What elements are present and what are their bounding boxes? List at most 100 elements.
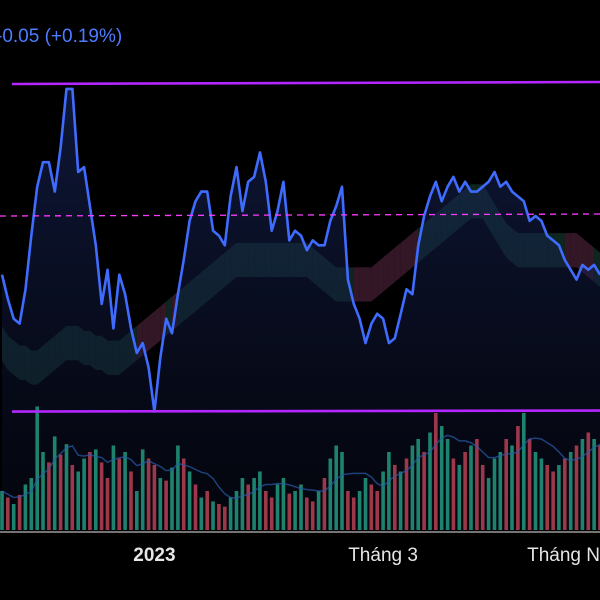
cloud-segment (377, 257, 384, 297)
volume-bar (164, 480, 168, 530)
volume-bar (328, 458, 333, 530)
volume-bar (52, 436, 57, 530)
volume-bar (170, 467, 174, 530)
volume-bar (146, 458, 151, 530)
volume-bar (17, 494, 22, 530)
volume-bar (510, 445, 514, 530)
volume-bar (287, 493, 292, 530)
volume-bar (475, 439, 479, 530)
volume-bar (70, 465, 75, 530)
volume-bar (23, 484, 28, 530)
volume-bar (375, 491, 379, 530)
price-line (0, 87, 600, 413)
volume-bar (522, 413, 526, 530)
volume-bar (269, 497, 274, 530)
volume-bar (199, 497, 204, 530)
volume-bar (486, 478, 491, 530)
volume-bar (457, 465, 462, 530)
volume-bar (574, 445, 579, 530)
volume-bars (0, 406, 600, 530)
x-tick-label: Tháng N (527, 545, 600, 566)
cloud-segment (148, 311, 155, 351)
volume-bar (258, 471, 262, 530)
cloud-segment (353, 267, 360, 302)
cloud-segment (383, 252, 389, 292)
volume-bar (568, 452, 573, 530)
volume-bar (363, 478, 368, 530)
volume-bar (187, 471, 192, 530)
volume-bar (176, 445, 180, 530)
volume-bar (129, 471, 133, 530)
volume-bar (105, 478, 110, 530)
volume-bar (586, 432, 591, 530)
volume-bar (516, 426, 520, 530)
volume-bar (322, 478, 327, 530)
volume-bar (416, 439, 420, 530)
volume-bar (64, 444, 69, 530)
volume-bar (527, 439, 532, 530)
volume-bar (451, 458, 456, 530)
volume-bar (480, 465, 485, 530)
volume-bar (305, 497, 309, 530)
channel-lines (0, 80, 600, 413)
volume-bar (463, 452, 467, 530)
volume-bar (404, 458, 409, 530)
volume-bar (428, 432, 432, 530)
volume-bar (410, 445, 415, 530)
volume-bar (357, 491, 362, 530)
volume-bar (88, 452, 92, 530)
volume-bar (41, 452, 45, 530)
volume-bar (94, 449, 98, 530)
price-change-label: -0.05 (+0.19%) (0, 26, 123, 47)
volume-bar (264, 491, 268, 530)
volume-bar (563, 458, 567, 530)
volume-bar (140, 449, 145, 530)
cloud-segment (154, 306, 161, 346)
cloud-segment (371, 262, 378, 302)
channel-upper-line (11, 80, 600, 86)
volume-bar (504, 439, 508, 530)
volume-bar (35, 406, 39, 530)
volume-bar (158, 478, 163, 530)
volume-bar (299, 484, 303, 530)
volume-bar (580, 439, 585, 530)
volume-bar (240, 478, 245, 530)
price-line-layer (0, 87, 600, 413)
volume-bar (346, 491, 350, 530)
volume-bar (422, 452, 426, 530)
volume-bar (111, 445, 116, 530)
volume-bar (123, 452, 127, 530)
volume-bar (234, 491, 239, 530)
price-area-fill (2, 88, 600, 531)
cloud-segment (400, 238, 407, 278)
volume-bar (434, 413, 438, 530)
cloud-segment (388, 247, 395, 287)
volume-bar (181, 458, 186, 530)
cloud-segment (570, 233, 577, 268)
dashed-level-line (0, 213, 600, 217)
volume-bar (11, 504, 16, 530)
channel-lower-line (11, 409, 600, 413)
cloud-segment (406, 233, 413, 273)
volume-bar (152, 465, 157, 530)
volume-bar (47, 462, 51, 530)
volume-bar (135, 491, 139, 530)
volume-bar (469, 445, 473, 530)
volume-bar (205, 491, 209, 530)
volume-bar (252, 478, 256, 530)
volume-bar (387, 452, 391, 530)
cloud-segment (576, 233, 583, 273)
volume-bar (211, 501, 215, 530)
volume-bar (117, 458, 121, 530)
cloud-segment (365, 267, 372, 302)
cloud-segment (394, 242, 401, 282)
volume-bar (82, 458, 86, 530)
volume-bar (340, 452, 344, 530)
volume-bar (29, 478, 34, 530)
volume-bar (381, 471, 385, 530)
volume-bar (228, 497, 233, 530)
volume-bar (545, 465, 549, 530)
volume-bar (246, 484, 250, 530)
volume-bar (598, 445, 600, 530)
